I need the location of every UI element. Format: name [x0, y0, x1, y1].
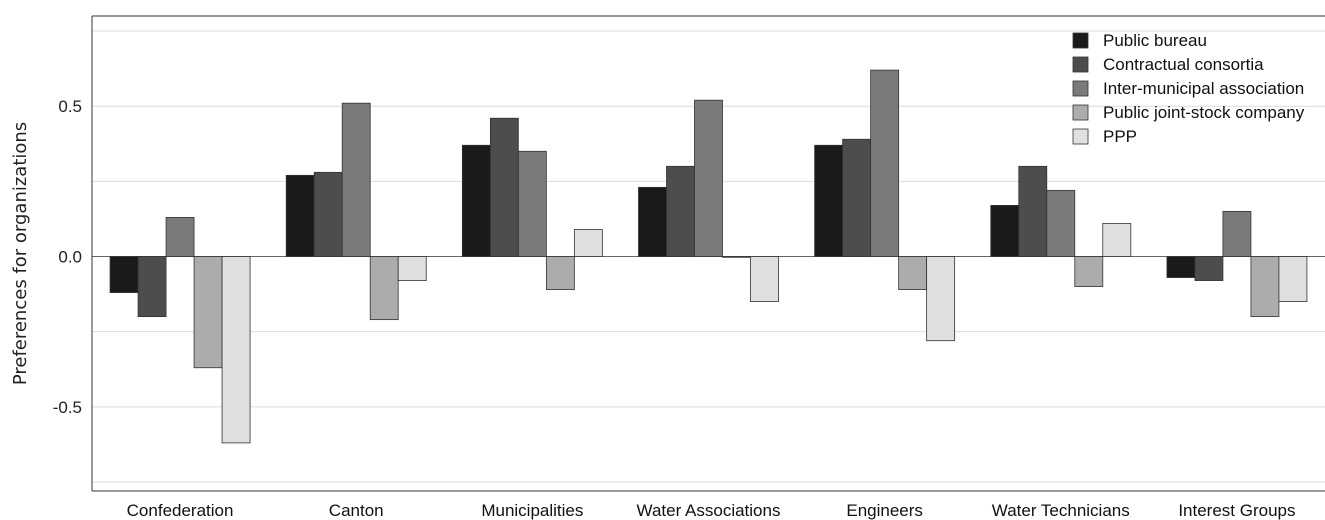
category-label: Interest Groups — [1178, 501, 1295, 520]
bar — [638, 186, 667, 257]
bar — [313, 171, 343, 257]
category-label: Engineers — [846, 501, 923, 520]
category-label: Water Associations — [637, 501, 781, 520]
bar — [1278, 256, 1308, 303]
y-tick-labels: -0.5 0.0 0.5 — [53, 97, 82, 417]
category-label: Confederation — [127, 501, 234, 520]
legend-swatch — [1072, 56, 1089, 73]
category-labels: Confederation Canton Municipalities Water A… — [127, 501, 1296, 520]
axes — [91, 15, 1325, 492]
bar — [193, 256, 223, 369]
legend-swatch — [1072, 32, 1089, 49]
bar — [1102, 223, 1132, 257]
legend-swatch — [1072, 104, 1089, 121]
bar — [1166, 256, 1196, 278]
bar — [926, 256, 956, 342]
legend-swatch — [1072, 80, 1089, 97]
bar — [666, 165, 695, 257]
y-tick-label: -0.5 — [53, 398, 82, 417]
bar — [341, 102, 371, 257]
bar — [694, 99, 723, 257]
bar — [109, 256, 139, 293]
bar — [842, 138, 872, 257]
bar — [870, 69, 900, 257]
bars — [109, 69, 1308, 444]
bar — [1222, 211, 1252, 257]
category-label: Canton — [329, 501, 384, 520]
bar — [165, 217, 195, 257]
y-axis-label: Preferences for organizations — [10, 122, 31, 385]
legend-swatch — [1072, 128, 1089, 145]
bar — [461, 144, 491, 257]
bar — [221, 256, 251, 444]
y-tick-label: 0.0 — [58, 248, 82, 267]
legend-label: Inter-municipal association — [1103, 79, 1304, 98]
bar — [814, 144, 844, 257]
bar — [137, 256, 167, 318]
legend: Public bureau Contractual consortia Inter-… — [1072, 31, 1305, 146]
legend-label: Public bureau — [1103, 31, 1207, 50]
bar — [369, 256, 399, 321]
bar — [990, 204, 1020, 257]
bar — [1250, 256, 1280, 318]
y-tick-label: 0.5 — [58, 97, 82, 116]
bar — [898, 256, 928, 290]
bar — [1018, 165, 1048, 257]
bar — [1074, 256, 1104, 287]
bar — [285, 174, 315, 257]
category-label: Municipalities — [481, 501, 583, 520]
bar — [1194, 256, 1224, 281]
legend-label: Public joint-stock company — [1103, 103, 1305, 122]
bar — [573, 229, 603, 257]
bar — [397, 256, 427, 281]
legend-label: PPP — [1103, 127, 1137, 146]
bar — [722, 256, 751, 258]
bar — [1046, 189, 1076, 257]
bar — [545, 256, 575, 290]
legend-label: Contractual consortia — [1103, 55, 1264, 74]
bar — [489, 117, 519, 257]
category-label: Water Technicians — [992, 501, 1130, 520]
bar — [517, 150, 547, 257]
bar — [750, 256, 779, 303]
